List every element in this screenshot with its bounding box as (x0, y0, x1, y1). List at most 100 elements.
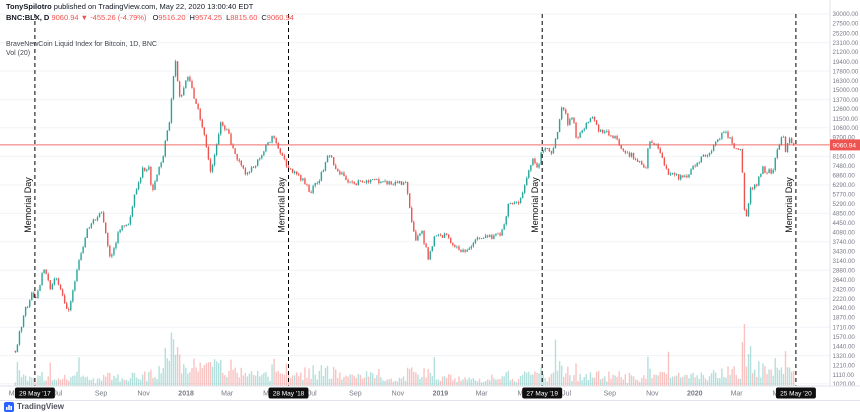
candles-layer[interactable] (14, 59, 795, 354)
price-tick-label: 1570.00 (833, 334, 856, 341)
time-tick-label: 2018 (178, 391, 194, 398)
ohlc-key: H (189, 13, 195, 22)
time-tick-label: Mar (221, 391, 234, 398)
pane-legend: BraveNewCoin Liquid Index for Bitcoin, 1… (6, 40, 157, 58)
time-tick-label: Nov (137, 391, 150, 398)
price-tick-label: 1110.00 (833, 372, 855, 379)
price-tick-label: 3740.00 (833, 239, 856, 246)
ohlc-values: O9516.20 H9574.25 L8815.60 C9060.94 (149, 13, 294, 22)
price-tick-label: 7480.00 (833, 163, 856, 170)
price-tick-label: 19400.00 (833, 59, 859, 66)
price-tick-label: 4450.00 (833, 220, 856, 227)
event-date-badge (268, 387, 309, 399)
footer-bar: TradingView (0, 400, 860, 412)
price-tick-label: 23100.00 (833, 40, 859, 47)
volume-indicator-label[interactable]: Vol (20) (6, 50, 31, 57)
price-tick-label: 17800.00 (833, 68, 859, 75)
time-axis[interactable]: MayJulSepNov2018MarMayJulSepNov2019MarMa… (9, 387, 816, 399)
price-tick-label: 11500.00 (833, 116, 859, 123)
ohlc-key: O (152, 13, 159, 22)
price-tick-label: 5770.00 (833, 192, 856, 199)
price-tick-label: 27500.00 (833, 21, 859, 28)
time-tick-label: Jul (562, 391, 571, 398)
price-tick-label: 8160.00 (833, 154, 856, 161)
publish-info: published on TradingView.com, May 22, 20… (51, 2, 254, 11)
time-tick-label: Jul (53, 391, 62, 398)
time-tick-label: Sep (95, 391, 108, 398)
time-tick-label: 2020 (687, 391, 703, 398)
time-tick-label: Mar (731, 391, 744, 398)
price-tick-label: 3140.00 (833, 258, 856, 265)
price-tick-label: 1020.00 (833, 381, 856, 388)
price-tick-label: 2220.00 (833, 296, 856, 303)
price-tick-label: 1870.00 (833, 315, 856, 322)
price-tick-label: 1710.00 (833, 325, 856, 332)
last-price-badge (830, 139, 860, 151)
price-tick-label: 13700.00 (833, 97, 859, 104)
last-price-badge-text: 9060.94 (833, 142, 857, 149)
event-date-badge-text: 29 May '17 (19, 391, 51, 398)
time-tick-label: Nov (646, 391, 659, 398)
price-tick-label: 1440.00 (833, 343, 856, 350)
tradingview-logo-icon[interactable] (4, 401, 14, 412)
price-tick-label: 6290.00 (833, 182, 856, 189)
price-axis-background[interactable] (830, 0, 860, 412)
event-date-badge-text: 28 May '18 (273, 391, 305, 398)
event-date-badge (775, 387, 816, 399)
price-tick-label: 30000.00 (833, 11, 859, 18)
price-tick-label: 21200.00 (833, 49, 859, 56)
price-tick-label: 10600.00 (833, 125, 859, 132)
series-title[interactable]: BraveNewCoin Liquid Index for Bitcoin, 1… (6, 41, 157, 48)
price-tick-label: 2640.00 (833, 277, 856, 284)
ohlc-value: 9516.20 (158, 13, 186, 22)
price-tick-label: 1320.00 (833, 353, 856, 360)
price-tick-label: 5290.00 (833, 201, 856, 208)
publish-line: TonySpilotro published on TradingView.co… (6, 2, 294, 11)
event-date-badge-text: 25 May '20 (780, 391, 812, 398)
time-tick-label: Mar (476, 391, 489, 398)
price-tick-label: 25200.00 (833, 30, 859, 37)
price-tick-label: 9700.00 (833, 135, 856, 142)
price-tick-label: 2420.00 (833, 287, 856, 294)
symbol-ticker[interactable]: BNC:BLX, D (6, 13, 50, 22)
symbol-line: BNC:BLX, D 9060.94 ▼ -455.26 (-4.79%) O9… (6, 13, 294, 22)
price-tick-label: 1210.00 (833, 362, 856, 369)
publisher-name: TonySpilotro (6, 2, 52, 11)
ohlc-value: 8815.60 (230, 13, 258, 22)
memorial-day-label: Memorial Day (23, 177, 33, 233)
ohlc-value: 9060.94 (266, 13, 294, 22)
memorial-day-label: Memorial Day (784, 177, 794, 233)
ohlc-value: 9574.25 (194, 13, 223, 22)
time-tick-label: Jul (308, 391, 317, 398)
price-tick-label: 3430.00 (833, 248, 856, 255)
memorial-day-label: Memorial Day (530, 177, 540, 233)
event-date-badge-text: 27 May '19 (526, 391, 558, 398)
chart-header: TonySpilotro published on TradingView.co… (6, 2, 294, 22)
price-tick-label: 15000.00 (833, 87, 859, 94)
event-date-badge (14, 387, 55, 399)
time-axis-background[interactable] (0, 386, 860, 400)
down-arrow-icon: ▼ (80, 13, 89, 22)
volume-layer (14, 324, 795, 386)
event-date-badge (522, 387, 563, 399)
price-tick-label: 12600.00 (833, 106, 859, 113)
time-tick-label: Sep (349, 391, 362, 398)
ohlc-key: C (261, 13, 267, 22)
tradingview-brand[interactable]: TradingView (17, 402, 64, 411)
price-tick-label: 2880.00 (833, 268, 856, 275)
price-tick-label: 4080.00 (833, 229, 856, 236)
event-lines-layer: Memorial Day Memorial Day Memorial Day Memo… (23, 14, 797, 386)
memorial-day-label: Memorial Day (277, 177, 287, 233)
price-axis[interactable]: 30000.00 27500.00 25200.00 23100.00 21200.00… (830, 11, 860, 388)
price-tick-label: 6860.00 (833, 173, 856, 180)
grid-layer (0, 13, 830, 385)
price-tick-label: 16300.00 (833, 78, 859, 85)
price-change: -455.26 (-4.79%) (90, 13, 147, 22)
last-price-value: 9060.94 (51, 13, 79, 22)
time-tick-label: 2019 (433, 391, 449, 398)
price-tick-label: 2040.00 (833, 305, 856, 312)
time-tick-label: Sep (604, 391, 617, 398)
price-tick-label: 4850.00 (833, 211, 856, 218)
